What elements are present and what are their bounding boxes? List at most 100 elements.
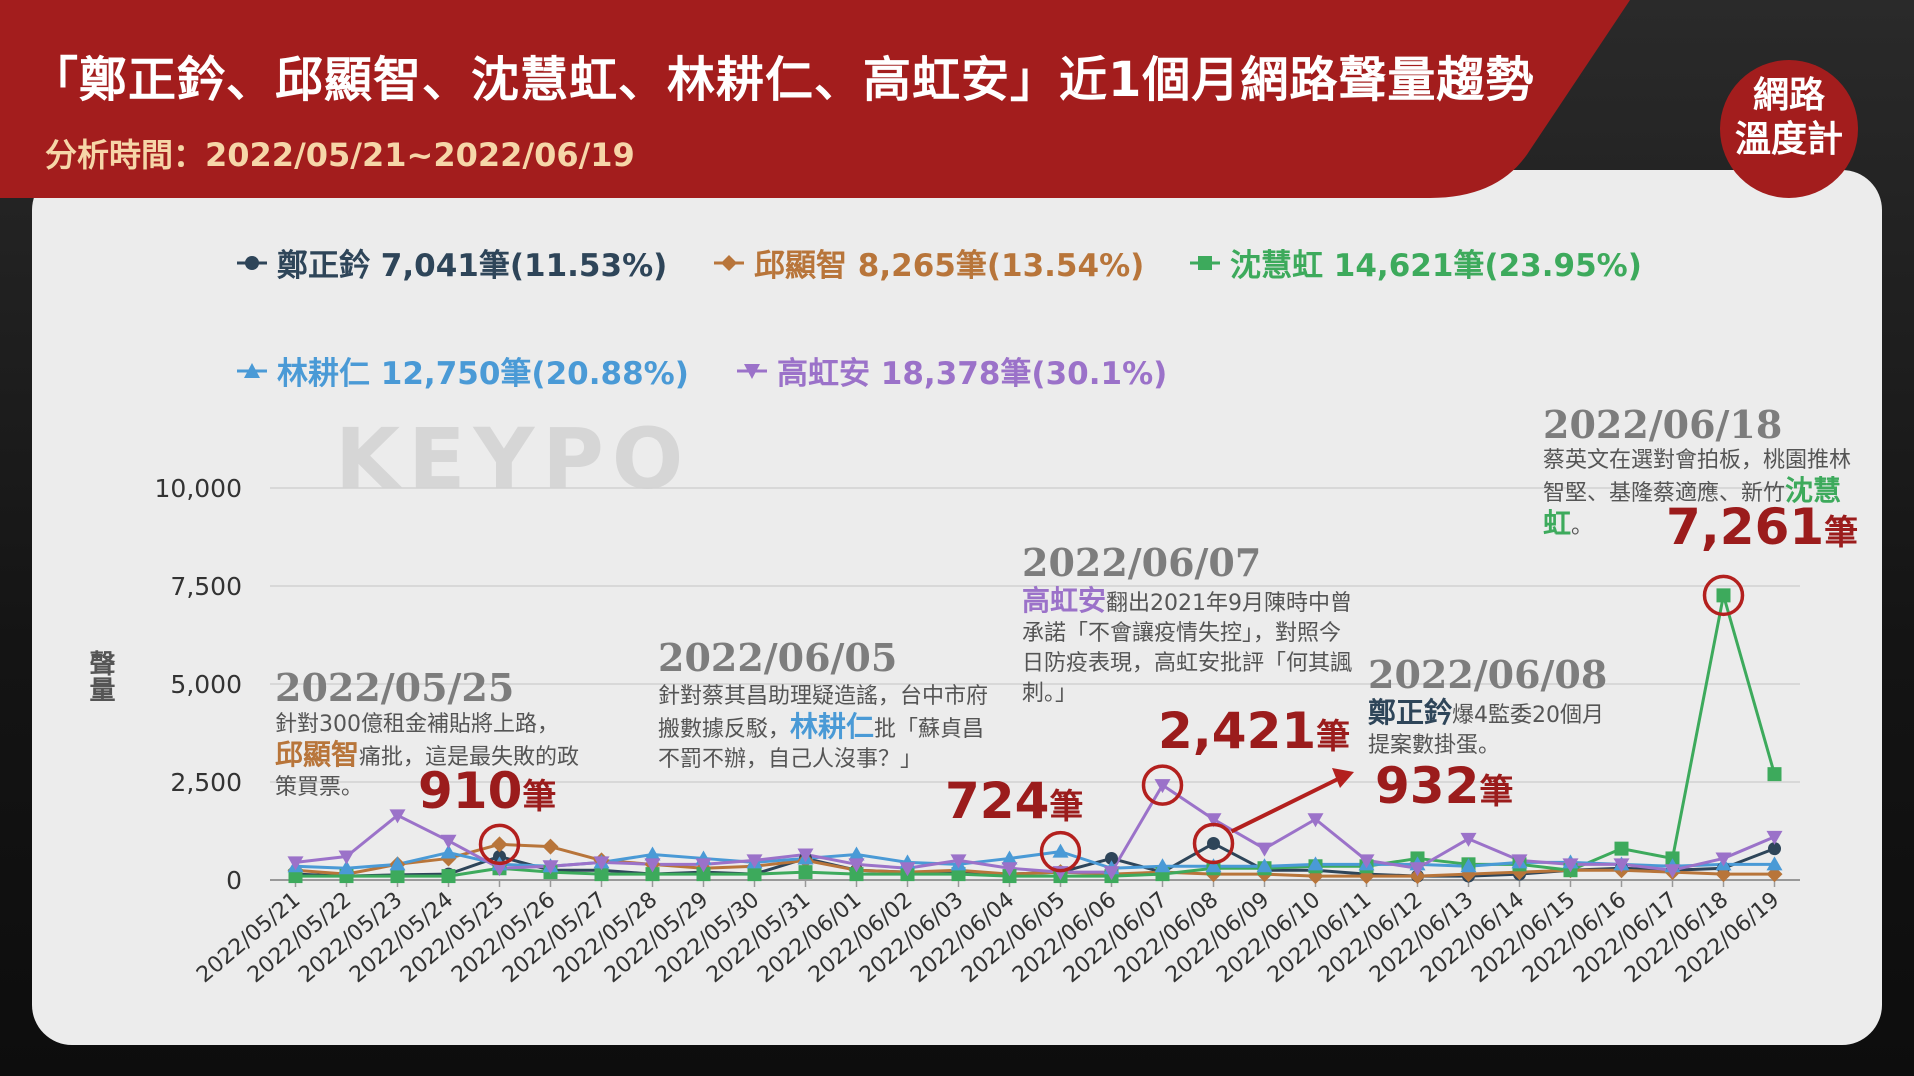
brand-logo: 網路 溫度計	[1720, 60, 1858, 198]
count-unit: 筆	[1049, 787, 1084, 827]
annotation-count-0607: 2,421筆	[1158, 702, 1350, 760]
data-point	[1205, 813, 1222, 828]
count-unit: 筆	[522, 777, 557, 817]
legend-marker-square-icon	[1190, 255, 1220, 270]
annotation-date-0618: 2022/06/18	[1543, 402, 1783, 447]
count-value: 910	[418, 762, 523, 820]
annotation-date-0605: 2022/06/05	[658, 635, 898, 680]
annotation-date-0608: 2022/06/08	[1368, 652, 1608, 697]
data-point	[899, 862, 916, 877]
count-unit: 筆	[1824, 513, 1859, 553]
data-point	[696, 867, 711, 882]
data-point	[645, 867, 660, 882]
legend-item-1: 鄭正鈐 7,041筆(11.53%)	[235, 240, 667, 285]
annotation-text-0608: 鄭正鈐爆4監委20個月提案數掛蛋。	[1368, 698, 1608, 761]
legend-marker-circle-icon	[237, 255, 267, 270]
data-point	[1460, 858, 1477, 873]
data-point	[1613, 858, 1630, 873]
data-point	[1768, 842, 1781, 856]
data-point	[1103, 866, 1120, 881]
data-point	[542, 860, 559, 875]
data-point	[389, 856, 406, 871]
data-point	[440, 844, 457, 859]
data-point	[1105, 851, 1118, 865]
data-point	[338, 850, 355, 865]
data-point	[1307, 856, 1324, 871]
data-point	[644, 846, 661, 861]
y-tick-label: 10,000	[155, 474, 242, 503]
analysis-period: 分析時間：2022/05/21~2022/06/19	[45, 136, 635, 174]
data-point	[1562, 858, 1579, 873]
data-point	[951, 867, 966, 882]
data-point	[1256, 858, 1273, 873]
data-point	[1716, 588, 1731, 603]
annotation-name: 鄭正鈐	[1368, 696, 1453, 729]
annotation-arrow-head	[1332, 768, 1354, 788]
legend-label-3: 沈慧虹 14,621筆(23.95%)	[1230, 248, 1642, 284]
annotation-text-0618: 蔡英文在選對會拍板，桃園推林智堅、基隆蔡適應、新竹沈慧虹。	[1543, 446, 1858, 542]
data-point	[1409, 862, 1426, 877]
legend-marker-diamond-icon	[714, 254, 744, 271]
annotation-arrow-line	[1230, 776, 1341, 834]
data-point	[1766, 856, 1783, 871]
legend-marker-triangle-down-icon	[737, 363, 767, 379]
data-point	[1154, 858, 1171, 873]
data-point	[746, 854, 763, 869]
data-point	[287, 856, 304, 871]
legend-item-4: 林耕仁 12,750筆(20.88%)	[235, 348, 689, 393]
data-point	[1052, 843, 1069, 858]
annotation-name: 邱顯智	[275, 738, 360, 771]
data-point	[441, 869, 456, 884]
legend-item-5: 高虹安 18,378筆(30.1%)	[735, 348, 1167, 393]
annotation-text-after: 爆4監委20個月提案數掛蛋。	[1368, 703, 1605, 758]
count-value: 7,261	[1666, 498, 1825, 556]
highlight-circle	[478, 823, 521, 866]
count-unit: 筆	[1316, 717, 1351, 757]
keypo-watermark: KEYPO	[335, 410, 692, 508]
highlight-circle	[1702, 574, 1745, 617]
logo-line-1: 網路	[1752, 75, 1825, 116]
data-point	[1460, 832, 1477, 847]
data-point	[1766, 830, 1783, 845]
legend-label-2: 邱顯智 8,265筆(13.54%)	[754, 248, 1145, 284]
y-tick-label: 2,500	[170, 768, 242, 797]
data-point	[1511, 854, 1528, 869]
count-value: 2,421	[1158, 702, 1317, 760]
data-point	[491, 862, 508, 877]
data-point	[1715, 852, 1732, 867]
highlight-circle	[1192, 822, 1235, 865]
data-point	[1256, 842, 1273, 857]
page-title: 「鄭正鈐、邱顯智、沈慧虹、林耕仁、高虹安」近1個月網路聲量趨勢	[30, 52, 1535, 108]
data-point	[1358, 854, 1375, 869]
annotation-text-0607: 高虹安翻出2021年9月陳時中曾承諾「不會讓疫情失控」，對照今日防疫表現，高虹安…	[1022, 586, 1362, 709]
data-point	[644, 858, 661, 873]
series-line	[295, 842, 1775, 878]
data-point	[491, 836, 508, 853]
data-point	[542, 838, 559, 855]
data-point	[950, 854, 967, 869]
annotation-name: 林耕仁	[790, 710, 875, 743]
data-point	[849, 867, 864, 882]
data-point	[338, 860, 355, 875]
y-axis-label: 聲量	[85, 650, 115, 702]
data-point	[1307, 813, 1324, 828]
legend-item-3: 沈慧虹 14,621筆(23.95%)	[1188, 240, 1642, 285]
series-line	[295, 783, 1776, 874]
data-point	[1614, 841, 1629, 856]
data-point	[1767, 767, 1782, 782]
data-point	[1205, 858, 1222, 873]
annotation-count-0618: 7,261筆	[1666, 498, 1858, 556]
data-point	[1001, 862, 1018, 877]
annotation-count-0608: 932筆	[1375, 757, 1513, 815]
annotation-text-0605: 針對蔡其昌助理疑造謠，台中市府搬數據反駁，林耕仁批「蘇貞昌不罰不辦，自己人沒事？…	[658, 682, 998, 775]
logo-line-2: 溫度計	[1734, 119, 1843, 160]
data-point	[594, 867, 609, 882]
data-point	[848, 846, 865, 861]
data-point	[440, 834, 457, 849]
count-value: 932	[1375, 757, 1480, 815]
header-banner	[0, 0, 1630, 198]
data-point	[1154, 779, 1171, 794]
legend-label-1: 鄭正鈐 7,041筆(11.53%)	[277, 248, 668, 284]
